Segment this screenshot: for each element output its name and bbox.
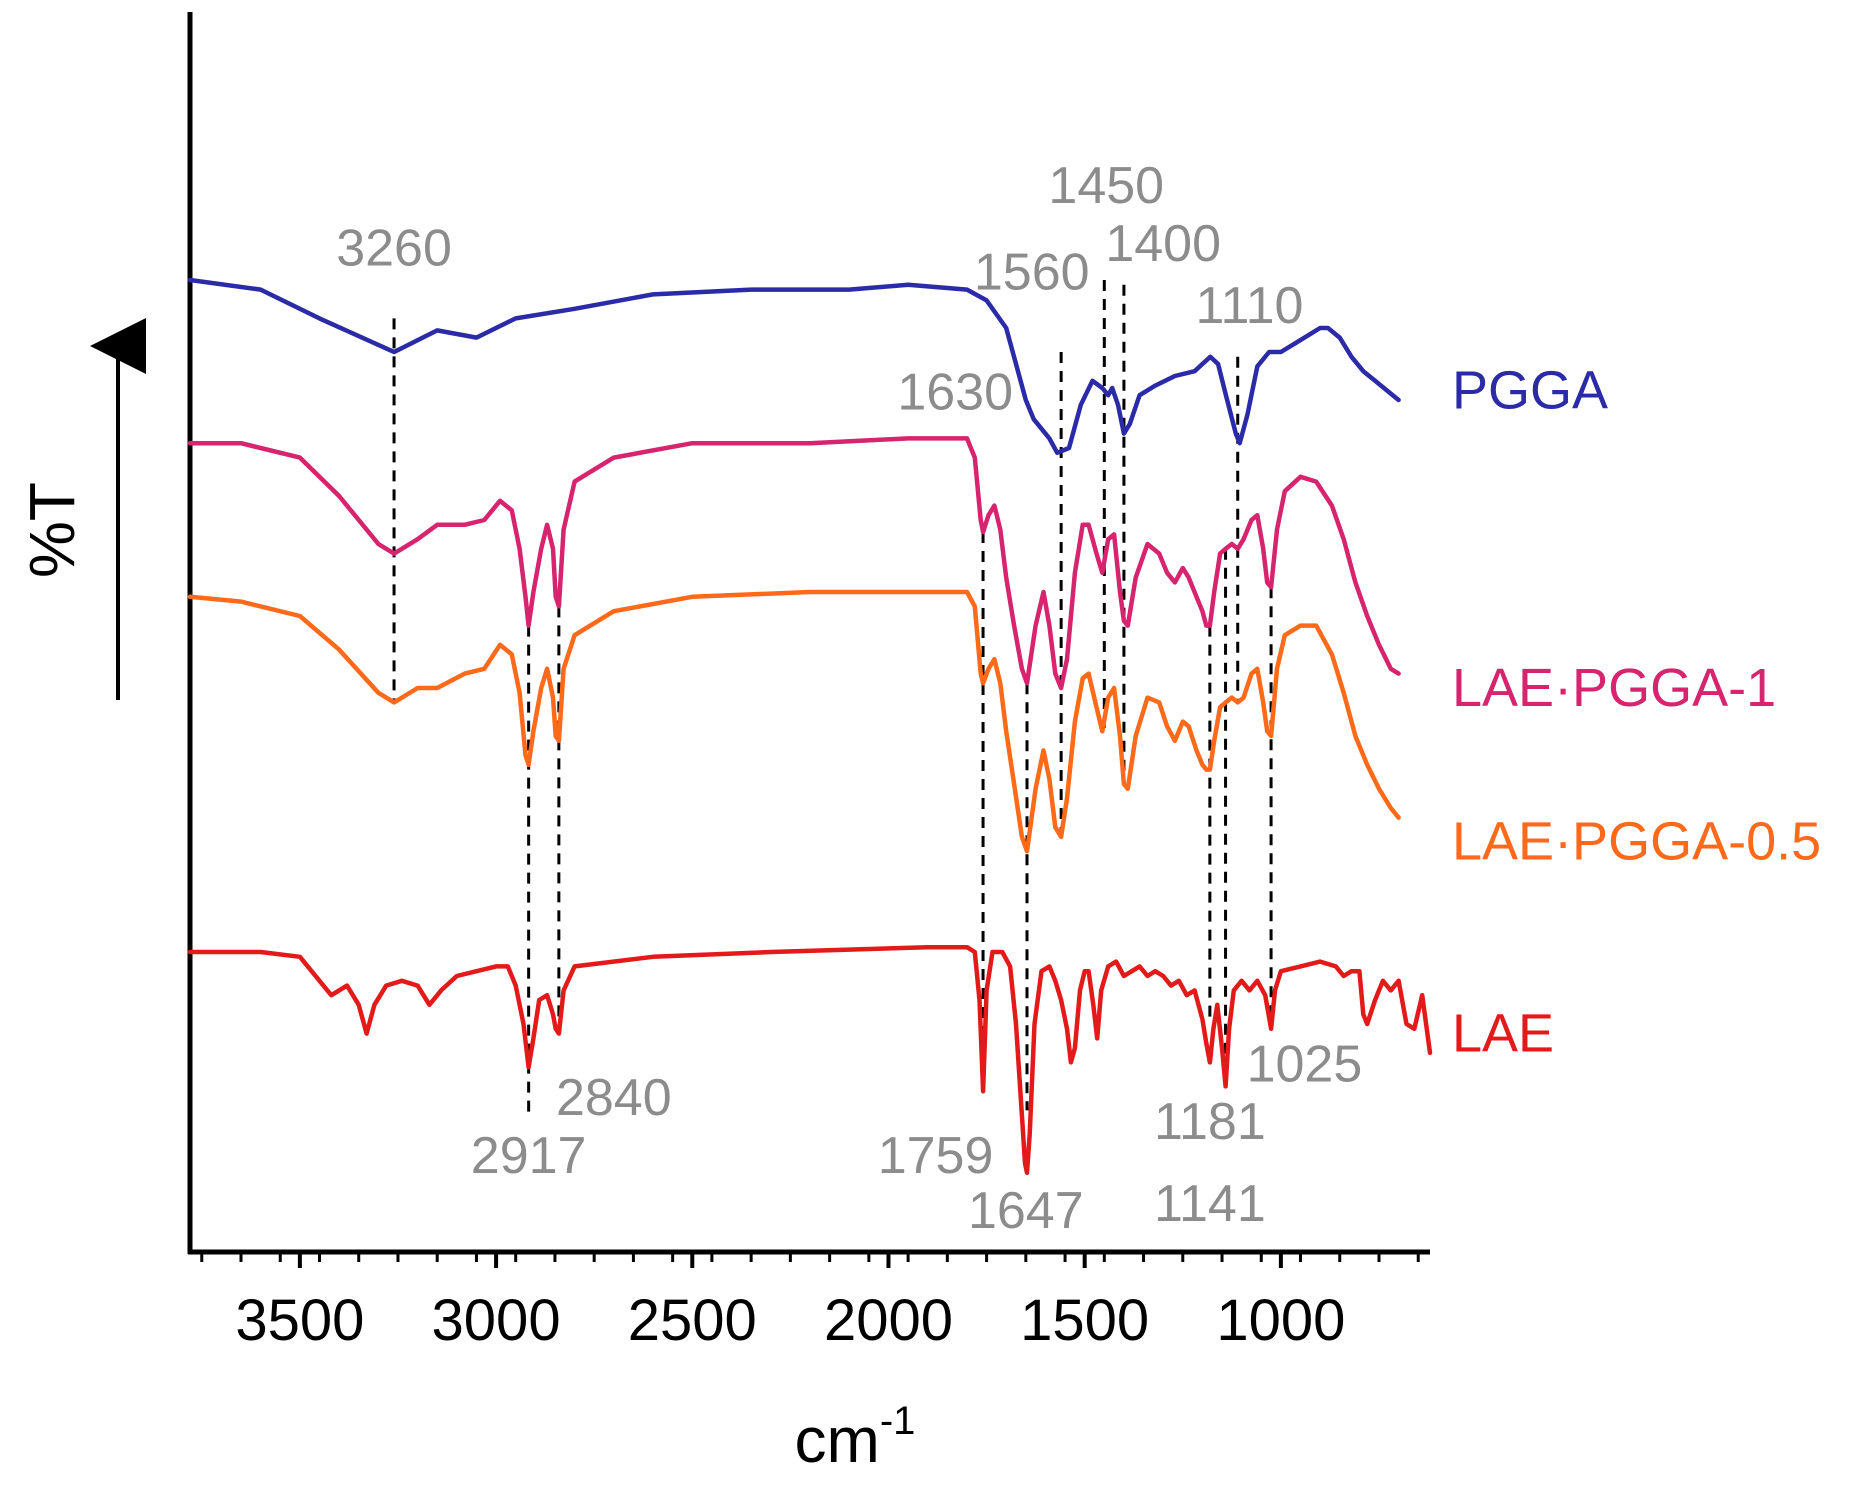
spectra bbox=[187, 277, 1433, 1176]
annotation-1630: 1630 bbox=[897, 364, 1013, 422]
x-axis-title-main: cm bbox=[795, 1404, 880, 1476]
x-axis-title: cm-1 bbox=[795, 1399, 916, 1476]
series-lae-pgga-1 bbox=[187, 436, 1401, 691]
legend-label-pgga: PGGA bbox=[1452, 360, 1608, 420]
annotation-1647: 1647 bbox=[968, 1182, 1084, 1240]
annotation-2840: 2840 bbox=[556, 1069, 672, 1127]
annotation-1759: 1759 bbox=[878, 1127, 994, 1185]
annotation-1025: 1025 bbox=[1247, 1036, 1363, 1094]
series-pgga bbox=[187, 277, 1401, 456]
legend-label-lae-pgga-0-5: LAE·PGGA-0.5 bbox=[1452, 812, 1821, 872]
legend-label-lae: LAE bbox=[1452, 1004, 1554, 1064]
x-tick-labels: 3500 3000 2500 2000 1500 1000 bbox=[235, 1288, 1345, 1353]
series-lae-pgga-0-5 bbox=[187, 589, 1401, 854]
x-tick-label-2000: 2000 bbox=[824, 1288, 953, 1353]
x-tick-label-3500: 3500 bbox=[235, 1288, 364, 1353]
x-tick-label-1000: 1000 bbox=[1216, 1288, 1345, 1353]
annotation-1141: 1141 bbox=[1154, 1175, 1266, 1233]
x-axis-title-superscript: -1 bbox=[880, 1399, 916, 1443]
annotation-3260: 3260 bbox=[336, 220, 452, 278]
reference-lines bbox=[392, 280, 1273, 1116]
annotation-1560: 1560 bbox=[974, 244, 1090, 302]
annotation-1400: 1400 bbox=[1105, 215, 1221, 273]
series-lae bbox=[187, 944, 1433, 1176]
legend-label-lae-pgga-1: LAE·PGGA-1 bbox=[1452, 658, 1776, 718]
x-ticks bbox=[200, 1252, 1420, 1268]
x-tick-label-1500: 1500 bbox=[1020, 1288, 1149, 1353]
x-tick-label-2500: 2500 bbox=[628, 1288, 757, 1353]
annotation-1181: 1181 bbox=[1154, 1093, 1266, 1151]
annotation-1450: 1450 bbox=[1048, 157, 1164, 215]
y-axis-title: %T bbox=[16, 482, 88, 578]
legend: PGGA LAE·PGGA-1 LAE·PGGA-0.5 LAE bbox=[1452, 360, 1821, 1063]
annotation-1110: 1110 bbox=[1196, 277, 1304, 335]
x-tick-label-3000: 3000 bbox=[432, 1288, 561, 1353]
annotation-2917: 2917 bbox=[471, 1127, 587, 1185]
